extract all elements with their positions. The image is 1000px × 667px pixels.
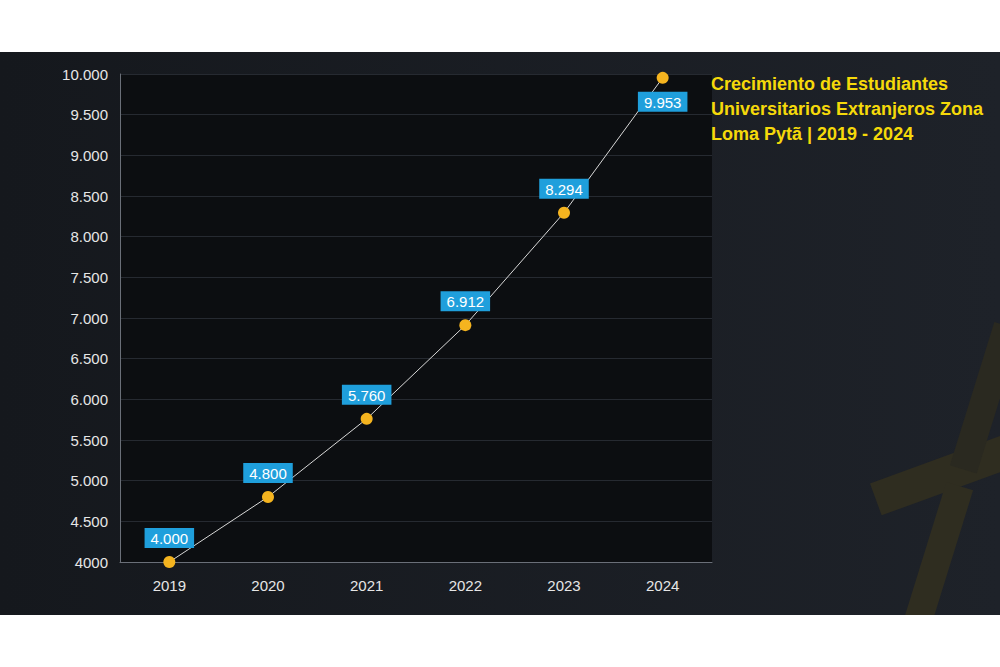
svg-text:9.500: 9.500 <box>70 106 108 123</box>
svg-text:6.000: 6.000 <box>70 391 108 408</box>
svg-text:5.000: 5.000 <box>70 472 108 489</box>
svg-text:4000: 4000 <box>75 554 108 571</box>
svg-text:8.294: 8.294 <box>545 181 583 198</box>
svg-text:2020: 2020 <box>251 577 284 594</box>
svg-text:6.500: 6.500 <box>70 350 108 367</box>
svg-text:9.953: 9.953 <box>644 94 682 111</box>
svg-text:Universitarios Extranjeros Zon: Universitarios Extranjeros Zona <box>711 99 988 119</box>
svg-text:2023: 2023 <box>547 577 580 594</box>
svg-text:4.000: 4.000 <box>151 530 189 547</box>
svg-text:7.500: 7.500 <box>70 269 108 286</box>
svg-text:4.800: 4.800 <box>249 465 287 482</box>
svg-text:8.500: 8.500 <box>70 188 108 205</box>
svg-text:Loma Pytã | 2019 - 2024: Loma Pytã | 2019 - 2024 <box>711 124 913 144</box>
svg-text:7.000: 7.000 <box>70 310 108 327</box>
svg-text:2021: 2021 <box>350 577 383 594</box>
svg-text:8.000: 8.000 <box>70 228 108 245</box>
svg-text:5.500: 5.500 <box>70 432 108 449</box>
svg-text:5.760: 5.760 <box>348 387 386 404</box>
svg-text:9.000: 9.000 <box>70 147 108 164</box>
svg-text:2019: 2019 <box>153 577 186 594</box>
svg-text:6.912: 6.912 <box>447 293 485 310</box>
svg-text:2022: 2022 <box>449 577 482 594</box>
svg-text:Crecimiento de Estudiantes: Crecimiento de Estudiantes <box>711 74 953 94</box>
svg-text:4.500: 4.500 <box>70 513 108 530</box>
svg-text:10.000: 10.000 <box>62 66 108 83</box>
svg-text:2024: 2024 <box>646 577 679 594</box>
